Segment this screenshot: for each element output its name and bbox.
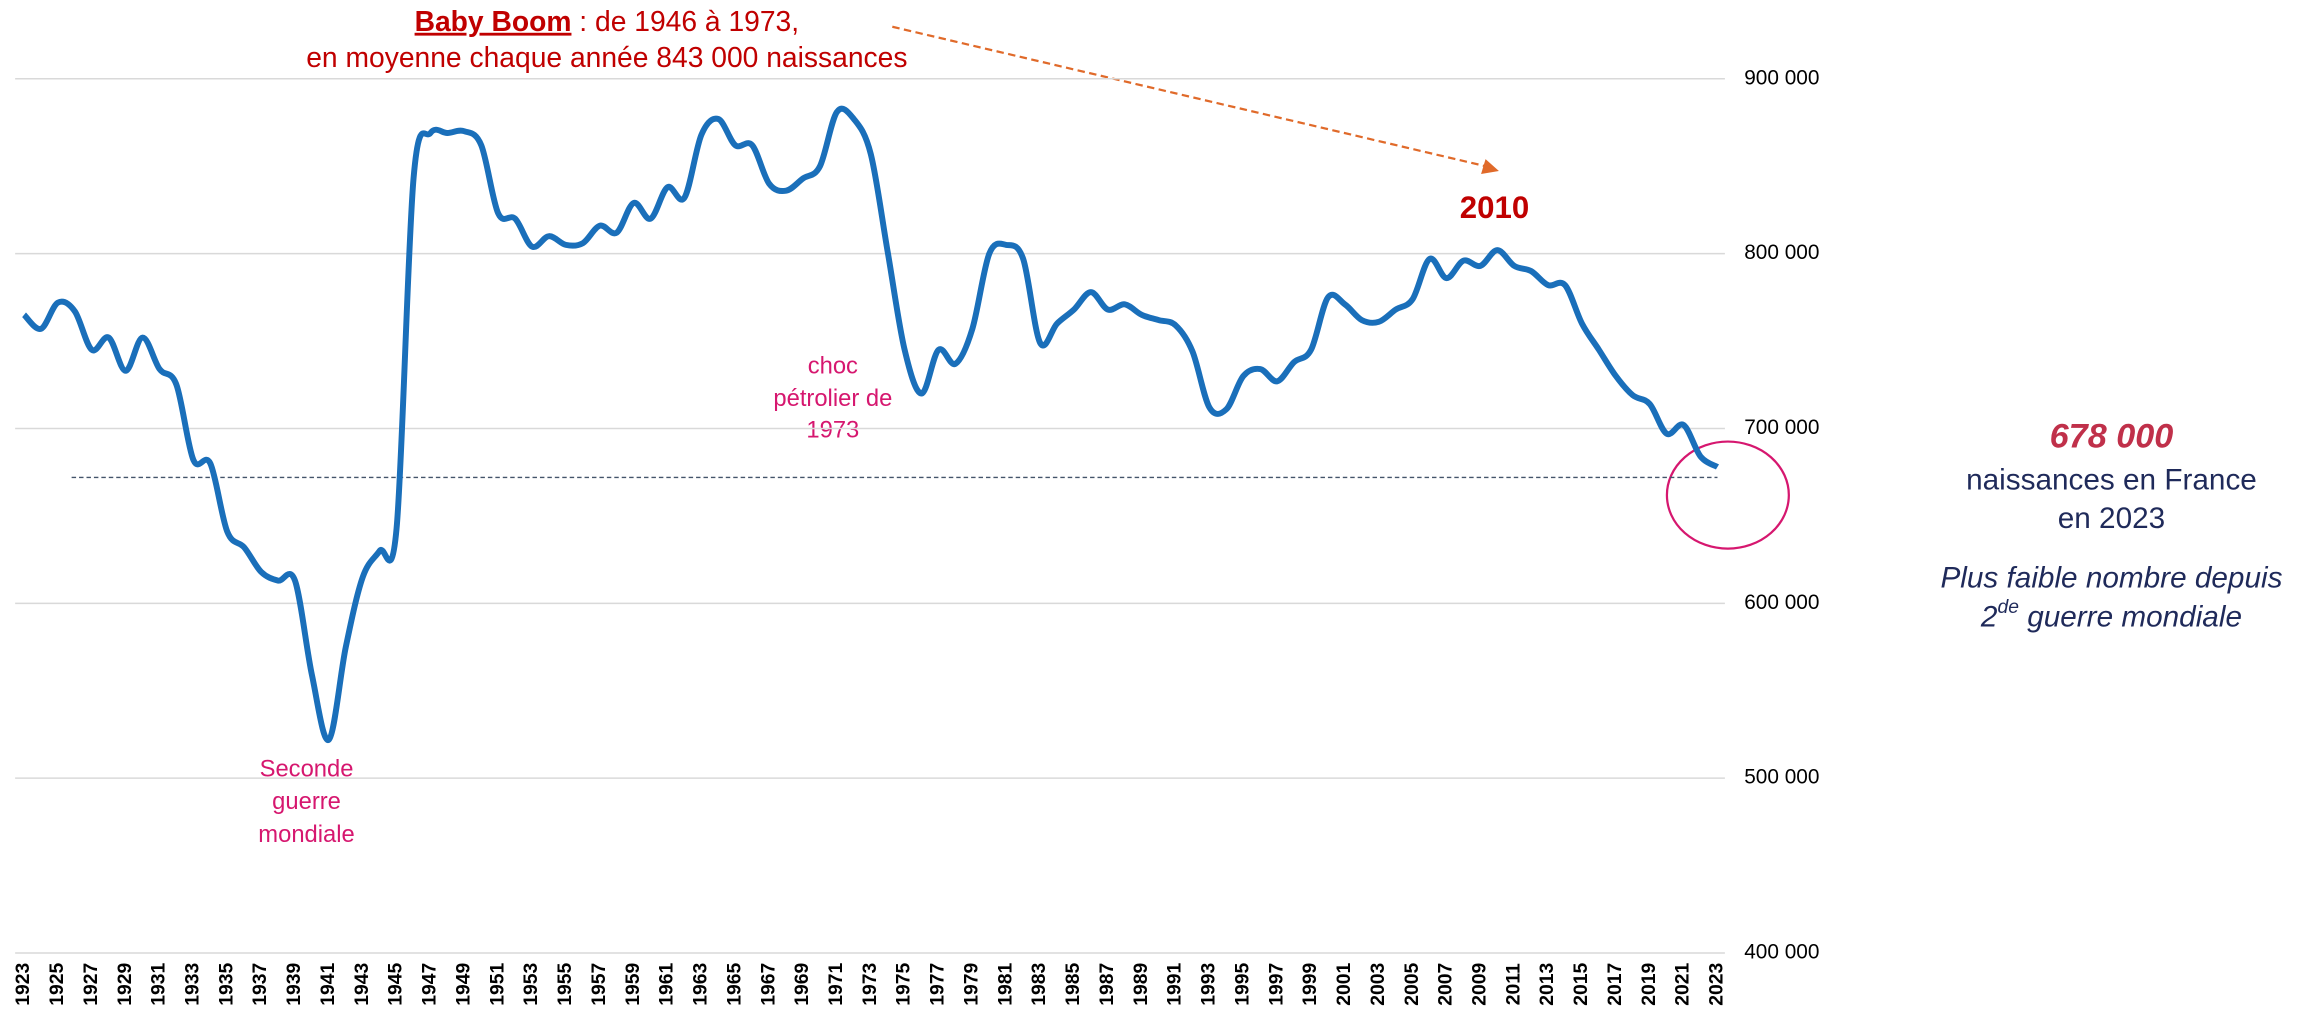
x-tick-label: 1941 — [318, 963, 339, 1006]
x-tick-label: 1925 — [47, 963, 68, 1006]
y-tick-label: 700 000 — [1744, 416, 1819, 439]
x-tick-label: 1935 — [216, 963, 237, 1006]
x-tick-label: 1987 — [1097, 963, 1118, 1006]
y-tick-label: 400 000 — [1744, 941, 1819, 964]
x-tick-label: 2023 — [1707, 963, 1728, 1006]
note-sup: de — [1997, 597, 2019, 618]
war-label: mondiale — [258, 821, 354, 848]
x-tick-label: 1957 — [589, 963, 610, 1006]
arrow-head — [1481, 159, 1499, 174]
x-tick-label: 1939 — [284, 963, 305, 1006]
x-tick-label: 1931 — [149, 963, 170, 1006]
x-tick-label: 2013 — [1537, 963, 1558, 1006]
peak-label: 2010 — [1460, 190, 1529, 225]
x-tick-label: 1953 — [521, 963, 542, 1006]
oil-label: 1973 — [806, 416, 859, 443]
x-tick-label: 1927 — [81, 963, 102, 1006]
x-tick-label: 1975 — [894, 963, 915, 1006]
note-part: guerre mondiale — [2019, 600, 2242, 633]
title-bold: Baby Boom — [415, 5, 572, 37]
title-rest: : de 1946 à 1973, — [571, 5, 799, 37]
x-tick-label: 1937 — [250, 963, 271, 1006]
side-note: Plus faible nombre depuis — [1940, 562, 2282, 595]
highlight-circle — [1665, 440, 1790, 550]
x-tick-label: 1933 — [182, 963, 203, 1006]
arrow-line — [892, 25, 1488, 168]
side-note: 2de guerre mondiale — [1980, 597, 2242, 633]
x-tick-label: 2021 — [1673, 963, 1694, 1006]
title-line2: en moyenne chaque année 843 000 naissanc… — [306, 41, 907, 73]
x-tick-label: 1923 — [13, 963, 34, 1006]
x-tick-label: 1997 — [1266, 963, 1287, 1006]
x-tick-label: 1961 — [657, 963, 678, 1006]
x-tick-label: 2017 — [1605, 963, 1626, 1006]
x-tick-label: 1999 — [1300, 963, 1321, 1006]
y-tick-label: 900 000 — [1744, 66, 1819, 89]
x-tick-label: 1951 — [487, 963, 508, 1006]
side-value: 678 000 — [2050, 418, 2174, 456]
x-tick-label: 1979 — [961, 963, 982, 1006]
x-tick-label: 2003 — [1368, 963, 1389, 1006]
x-tick-label: 2015 — [1571, 963, 1592, 1006]
y-tick-label: 800 000 — [1744, 241, 1819, 264]
x-tick-label: 1971 — [826, 963, 847, 1006]
x-tick-label: 2005 — [1402, 963, 1423, 1006]
x-tick-label: 2019 — [1639, 963, 1660, 1006]
x-tick-label: 1969 — [792, 963, 813, 1006]
x-tick-label: 1945 — [386, 963, 407, 1006]
x-tick-label: 1929 — [115, 963, 136, 1006]
x-tick-label: 1955 — [555, 963, 576, 1006]
war-label: guerre — [272, 788, 341, 815]
x-tick-label: 1993 — [1199, 963, 1220, 1006]
x-tick-label: 1983 — [1029, 963, 1050, 1006]
x-tick-label: 2009 — [1470, 963, 1491, 1006]
oil-label: choc — [808, 353, 858, 380]
x-tick-label: 1973 — [860, 963, 881, 1006]
y-tick-label: 600 000 — [1744, 591, 1819, 614]
x-tick-label: 2007 — [1436, 963, 1457, 1006]
note-part: 2 — [1980, 600, 1998, 633]
x-tick-label: 1959 — [623, 963, 644, 1006]
x-tick-label: 1967 — [758, 963, 779, 1006]
x-tick-label: 1977 — [928, 963, 949, 1006]
x-tick-label: 1995 — [1232, 963, 1253, 1006]
y-tick-label: 500 000 — [1744, 766, 1819, 789]
x-tick-label: 1965 — [724, 963, 745, 1006]
x-tick-label: 1989 — [1131, 963, 1152, 1006]
chart-title: Baby Boom : de 1946 à 1973, — [415, 5, 800, 37]
x-tick-label: 1985 — [1063, 963, 1084, 1006]
x-tick-label: 2001 — [1334, 963, 1355, 1006]
x-tick-label: 1943 — [352, 963, 373, 1006]
x-tick-label: 1991 — [1165, 963, 1186, 1006]
series-line — [21, 105, 1720, 743]
oil-label: pétrolier de — [773, 385, 892, 412]
side-text: naissances en France — [1966, 464, 2257, 497]
x-tick-label: 1947 — [420, 963, 441, 1006]
side-text: en 2023 — [2058, 502, 2165, 535]
x-tick-label: 1981 — [995, 963, 1016, 1006]
x-tick-label: 1949 — [453, 963, 474, 1006]
x-tick-label: 1963 — [691, 963, 712, 1006]
x-tick-label: 2011 — [1503, 963, 1524, 1005]
